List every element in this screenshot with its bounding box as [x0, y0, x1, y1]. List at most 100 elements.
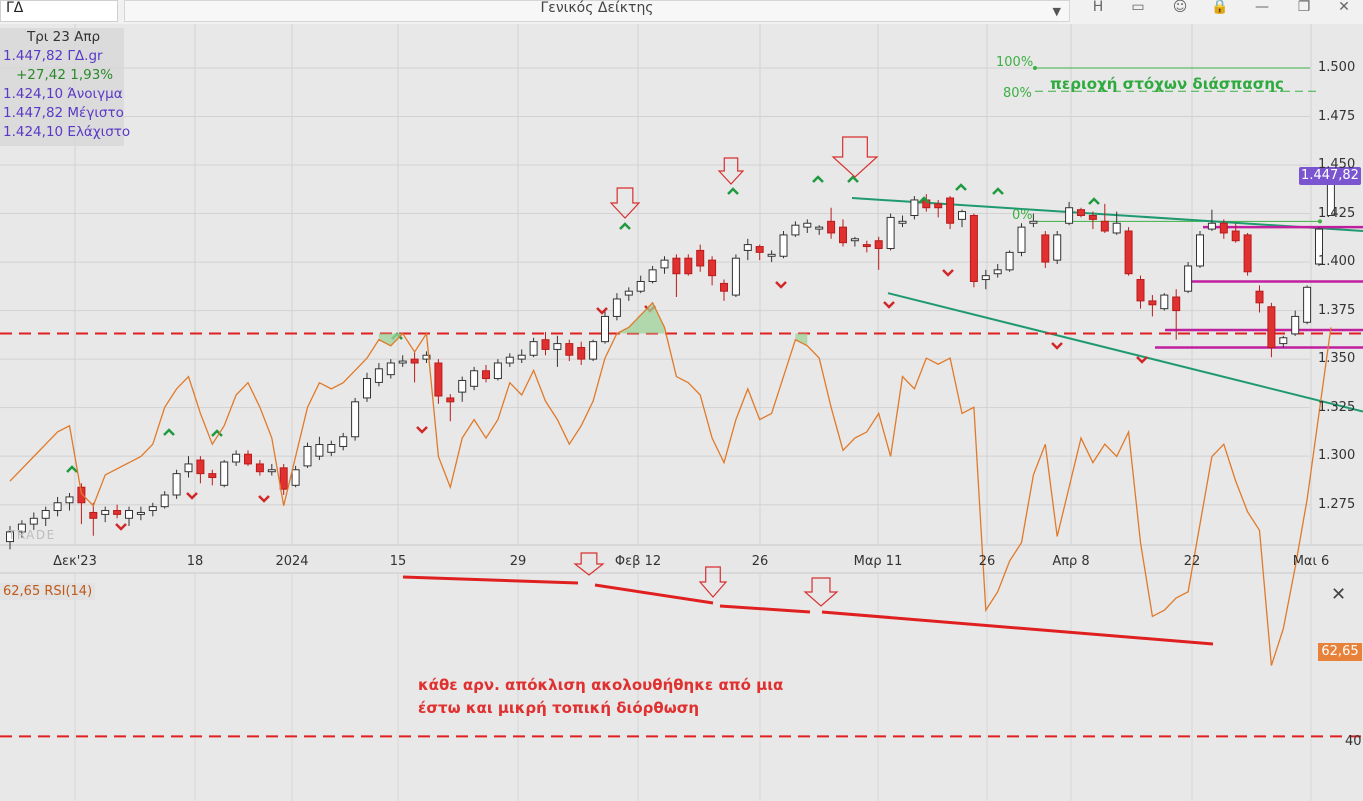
swing-low-marker [1051, 342, 1063, 350]
candle [1065, 201, 1074, 226]
down-arrow-annotation [573, 552, 605, 576]
candle [267, 463, 276, 476]
down-arrow-annotation [803, 577, 839, 607]
candle-body [160, 494, 169, 508]
y-tick-label: 1.325 [1318, 399, 1356, 415]
candle [327, 440, 336, 457]
candle [850, 236, 859, 247]
candle-body [291, 469, 300, 486]
x-tick-label: Μαρ 11 [853, 554, 903, 569]
candle [1231, 223, 1240, 243]
rsi-label[interactable]: 62,65 RSI(14) [0, 583, 96, 600]
candle [969, 213, 978, 288]
candle-body [565, 343, 574, 356]
candle-body [422, 354, 431, 360]
face-icon[interactable]: ☺ [1172, 0, 1188, 15]
swing-high-marker [847, 175, 859, 183]
chart-canvas[interactable] [0, 24, 1363, 801]
candle-body [208, 473, 217, 479]
candle-body [196, 459, 205, 475]
candle-body [1088, 214, 1097, 220]
candle-body [1065, 207, 1074, 224]
fib-100-label: 100% [996, 55, 1034, 70]
candle [1100, 203, 1109, 233]
close-icon[interactable]: ✕ [1338, 0, 1350, 15]
lock-icon[interactable]: 🔒 [1211, 0, 1229, 15]
candle-body [1279, 337, 1288, 345]
candle [1279, 335, 1288, 348]
candle [136, 506, 145, 521]
candle-body [482, 370, 490, 380]
candle-body [386, 362, 395, 376]
candle [815, 225, 824, 235]
restore-icon[interactable]: ❐ [1297, 0, 1311, 15]
candle [958, 209, 966, 228]
candle-body [101, 510, 110, 515]
candle-body [1005, 251, 1014, 271]
candle [113, 504, 122, 519]
minimize-icon[interactable]: — [1255, 0, 1269, 15]
candle [470, 366, 479, 391]
candle [422, 351, 431, 364]
candle [220, 460, 229, 488]
candle-body [6, 531, 14, 543]
rsi-close-icon[interactable]: ✕ [1331, 584, 1347, 605]
swing-low-marker [258, 495, 270, 503]
h-button[interactable]: H [1092, 0, 1104, 15]
candle [41, 506, 50, 527]
rsi-divergence-annotation: κάθε αρν. απόκλιση ακολουθήθηκε από μια … [418, 674, 783, 720]
candle [565, 339, 574, 362]
candle-body [672, 257, 681, 275]
candle-body [434, 362, 443, 397]
candle [601, 310, 609, 344]
candle-body [743, 244, 752, 251]
candle [1303, 285, 1312, 325]
candle [779, 231, 788, 259]
y-tick-label: 1.475 [1318, 108, 1356, 124]
candle [196, 456, 205, 484]
candle [255, 460, 264, 476]
candle-body [1124, 230, 1133, 275]
x-tick-label: 22 [1183, 554, 1201, 569]
candle-body [363, 378, 371, 399]
candle-body [1041, 234, 1050, 263]
swing-low-marker [883, 301, 895, 309]
candle [351, 397, 360, 441]
candle-body [517, 354, 526, 360]
candle [1160, 293, 1169, 311]
info-high: 1.447,82 Μέγιστο [3, 105, 124, 121]
candle [934, 199, 943, 218]
candle-body [65, 496, 74, 504]
candle [125, 506, 133, 527]
candle [731, 254, 740, 298]
candle-body [1315, 228, 1323, 265]
candle [148, 502, 157, 517]
candle-body [731, 257, 740, 296]
candle-body [113, 510, 122, 515]
candle-body [458, 379, 467, 393]
candle-body [553, 343, 562, 350]
x-tick-label: Μαι 6 [1292, 554, 1330, 569]
candle-body [898, 220, 907, 224]
down-arrow-annotation [717, 157, 745, 185]
window-icon[interactable]: ▭ [1131, 0, 1145, 15]
candle-body [1196, 234, 1204, 267]
info-date: Τρι 23 Απρ [26, 29, 101, 45]
chevron-down-icon[interactable]: ▼ [1052, 5, 1061, 18]
symbol-field[interactable]: ΓΔ [0, 0, 118, 22]
candle-body [505, 356, 514, 364]
candle-body [874, 240, 883, 249]
swing-high-marker [211, 429, 223, 437]
candle [363, 372, 371, 402]
candle [1243, 232, 1252, 276]
candle-body [981, 275, 990, 281]
candle [89, 502, 98, 536]
index-selector[interactable]: Γενικός Δείκτης ▼ [124, 0, 1070, 22]
swing-low-marker [1136, 356, 1148, 364]
candle [981, 269, 990, 290]
candle [410, 351, 419, 383]
candle [458, 376, 467, 402]
index-name-label: Γενικός Δείκτης [540, 0, 654, 16]
candle-body [315, 444, 324, 457]
toolbar: ΓΔ Γενικός Δείκτης ▼ H ▭ ☺ 🔒 — ❐ ✕ [0, 0, 1363, 25]
